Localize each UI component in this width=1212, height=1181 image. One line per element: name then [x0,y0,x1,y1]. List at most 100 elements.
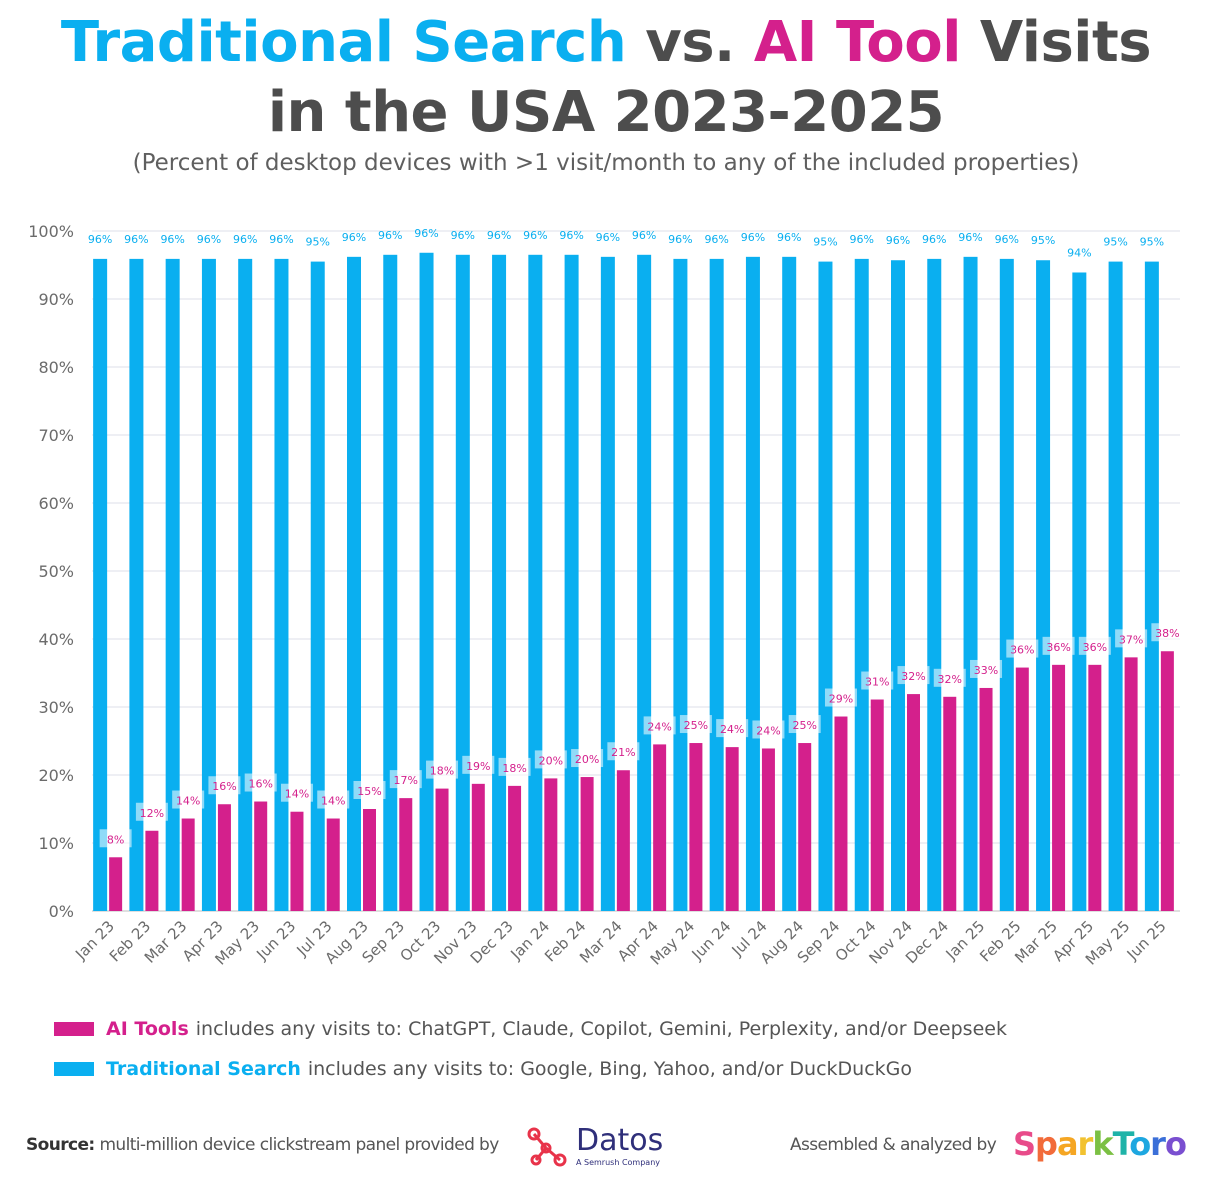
data-label-ai-tools: 18% [502,762,526,775]
data-label-traditional-search: 96% [632,229,656,242]
bar-ai-tools [580,777,594,911]
title-ai-tool: AI Tool [753,10,962,75]
bar-ai-tools [761,748,775,911]
chart-title: Traditional Search vs. AI Tool Visits in… [0,8,1212,148]
bar-ai-tools [1124,657,1138,911]
bar-traditional-search [129,258,144,911]
bar-traditional-search [93,258,108,911]
datos-network-icon [527,1127,567,1167]
data-label-ai-tools: 36% [1046,641,1070,654]
sparktoro-letter: r [1077,1125,1094,1163]
y-tick-label: 80% [38,358,74,377]
data-label-box [208,776,241,795]
data-label-ai-tools: 31% [865,676,889,689]
data-label-box [970,659,1003,678]
data-label-ai-tools: 24% [647,720,671,733]
sparktoro-letter: o [1129,1125,1151,1163]
data-label-traditional-search: 96% [487,229,511,242]
bar-ai-tools [435,788,449,911]
data-label-box [679,715,712,734]
data-label-box [1151,623,1184,642]
y-tick-label: 90% [38,290,74,309]
bar-traditional-search [637,254,652,912]
bar-ai-tools [907,694,920,911]
data-label-traditional-search: 96% [777,231,801,244]
title-line2: in the USA 2023-2025 [267,80,945,145]
sparktoro-letter: k [1092,1125,1113,1163]
data-label-traditional-search: 95% [306,236,330,249]
data-label-box [788,715,821,734]
sparktoro-logo: SparkToro [1013,1125,1187,1163]
bar-traditional-search [165,258,180,911]
data-label-box [99,829,132,848]
sparktoro-letter: S [1013,1125,1036,1163]
data-label-box [172,790,205,809]
data-label-box [1042,636,1075,655]
x-tick-label: Jun 25 [1123,917,1170,964]
data-label-ai-tools: 33% [974,664,998,677]
bar-ai-tools [653,744,667,911]
data-label-traditional-search: 96% [342,231,366,244]
data-label-traditional-search: 96% [704,233,728,246]
data-label-traditional-search: 96% [269,233,293,246]
data-label-ai-tools: 17% [394,774,418,787]
data-label-traditional-search: 96% [88,233,112,246]
bar-traditional-search [673,258,688,911]
data-label-box [607,742,640,761]
data-label-box [244,773,277,792]
legend-ai-desc: includes any visits to: ChatGPT, Claude,… [195,1018,1007,1040]
bar-ai-tools [943,696,957,911]
data-label-ai-tools: 36% [1010,644,1034,657]
data-label-traditional-search: 96% [523,229,547,242]
data-label-traditional-search: 96% [233,233,257,246]
bar-ai-tools [1088,664,1102,911]
data-label-box [571,749,604,768]
data-label-traditional-search: 96% [124,233,148,246]
bar-ai-tools [471,783,485,911]
data-label-traditional-search: 96% [850,233,874,246]
data-label-box [643,716,676,735]
bar-ai-tools [834,716,848,911]
data-label-ai-tools: 16% [248,778,272,791]
bar-traditional-search [528,254,543,912]
bar-ai-tools [870,699,884,911]
data-label-traditional-search: 96% [958,231,982,244]
bar-traditional-search [310,261,325,912]
legend-ai-tools: AI Tools includes any visits to: ChatGPT… [54,1018,1007,1040]
bar-ai-tools [508,785,522,911]
bar-ai-tools [798,743,812,911]
legend-ts-name: Traditional Search [106,1058,301,1080]
data-labels: 96% 8% 96% 12% 96% 14% 96% 16% 96% 16% 96% 14% 95% 14… [88,227,1184,848]
legend-ai-name: AI Tools [106,1018,189,1040]
chart-subtitle: (Percent of desktop devices with >1 visi… [132,150,1080,176]
data-label-ai-tools: 18% [430,765,454,778]
bar-traditional-search [1144,261,1159,912]
data-label-traditional-search: 96% [414,227,438,240]
bar-traditional-search [963,256,978,912]
source-text: multi-million device clickstream panel p… [99,1135,499,1155]
bar-traditional-search [782,256,797,912]
data-label-box [498,757,531,776]
data-label-ai-tools: 24% [720,723,744,736]
bar-ai-tools [217,804,231,911]
bar-traditional-search [891,260,905,911]
source-label: Source: [26,1135,95,1155]
data-label-ai-tools: 25% [792,719,816,732]
data-label-traditional-search: 96% [995,233,1019,246]
bar-traditional-search [347,256,361,912]
data-label-ai-tools: 36% [1083,641,1107,654]
data-label-box [462,755,495,774]
data-label-ai-tools: 14% [176,795,200,808]
source-note: Source: multi-million device clickstream… [26,1135,499,1155]
bar-traditional-search [274,258,289,911]
data-label-box [135,802,168,821]
bar-traditional-search [1108,261,1123,912]
bar-ai-tools [544,778,558,911]
data-label-box [897,666,930,685]
data-label-box [716,719,749,738]
bar-traditional-search [709,258,724,911]
bar-chart: 0%10%20%30%40%50%60%70%80%90%100% 96%8%9… [28,222,1184,969]
bar-ai-tools [725,747,739,911]
data-label-ai-tools: 8% [107,833,124,846]
y-tick-label: 70% [38,426,74,445]
